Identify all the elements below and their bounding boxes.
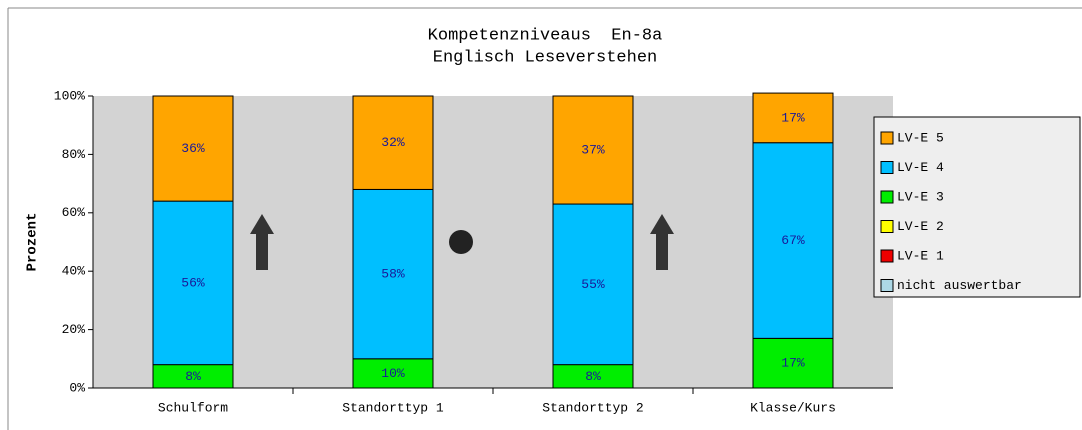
legend-swatch [880,190,894,204]
legend [873,116,1081,298]
value-label: 58% [381,267,405,282]
chart-title: Kompetenzniveaus En-8a [428,26,663,45]
value-label: 37% [581,142,605,157]
value-label: 67% [781,233,805,248]
y-tick-label: 60% [62,205,86,220]
legend-label: LV-E 4 [897,160,944,175]
bar-segment [352,358,434,389]
value-label: 17% [781,356,805,371]
legend-swatch [880,279,894,292]
bar-segment [152,200,234,366]
legend-swatch [880,220,894,233]
bar-segment [352,188,434,360]
trend-arrow [250,214,274,270]
legend-label: nicht auswertbar [897,278,1022,293]
y-tick-label: 20% [62,322,86,337]
value-label: 56% [181,275,205,290]
value-label: 8% [185,369,201,384]
y-tick-label: 40% [62,264,86,279]
trend-arrow [650,214,674,270]
trend-dot [449,230,473,254]
x-tick-label: Standorttyp 2 [542,400,643,415]
x-tick-label: Klasse/Kurs [750,400,836,415]
bar-segment [752,337,834,389]
value-label: 36% [181,141,205,156]
value-label: 10% [381,366,405,381]
legend-swatch [880,161,894,174]
y-axis-label: Prozent [25,213,41,272]
bar-segment [552,95,634,205]
x-tick-label: Standorttyp 1 [342,400,444,415]
value-label: 32% [381,135,405,150]
legend-label: LV-E 3 [897,189,944,204]
chart-subtitle: Englisch Leseverstehen [433,48,657,67]
value-label: 8% [585,369,601,384]
legend-label: LV-E 1 [897,248,944,263]
value-label: 17% [781,110,805,125]
y-tick-label: 100% [54,88,85,103]
legend-swatch [880,249,894,263]
legend-swatch [880,131,894,145]
bar-segment [152,95,234,202]
bar-segment [752,92,834,144]
x-tick-label: Schulform [158,400,228,415]
bar-segment [552,203,634,366]
legend-label: LV-E 2 [897,219,944,234]
value-label: 55% [581,277,605,292]
legend-label: LV-E 5 [897,130,944,145]
bar-segment [352,95,434,190]
y-tick-label: 0% [69,380,85,395]
y-tick-label: 80% [62,147,86,162]
